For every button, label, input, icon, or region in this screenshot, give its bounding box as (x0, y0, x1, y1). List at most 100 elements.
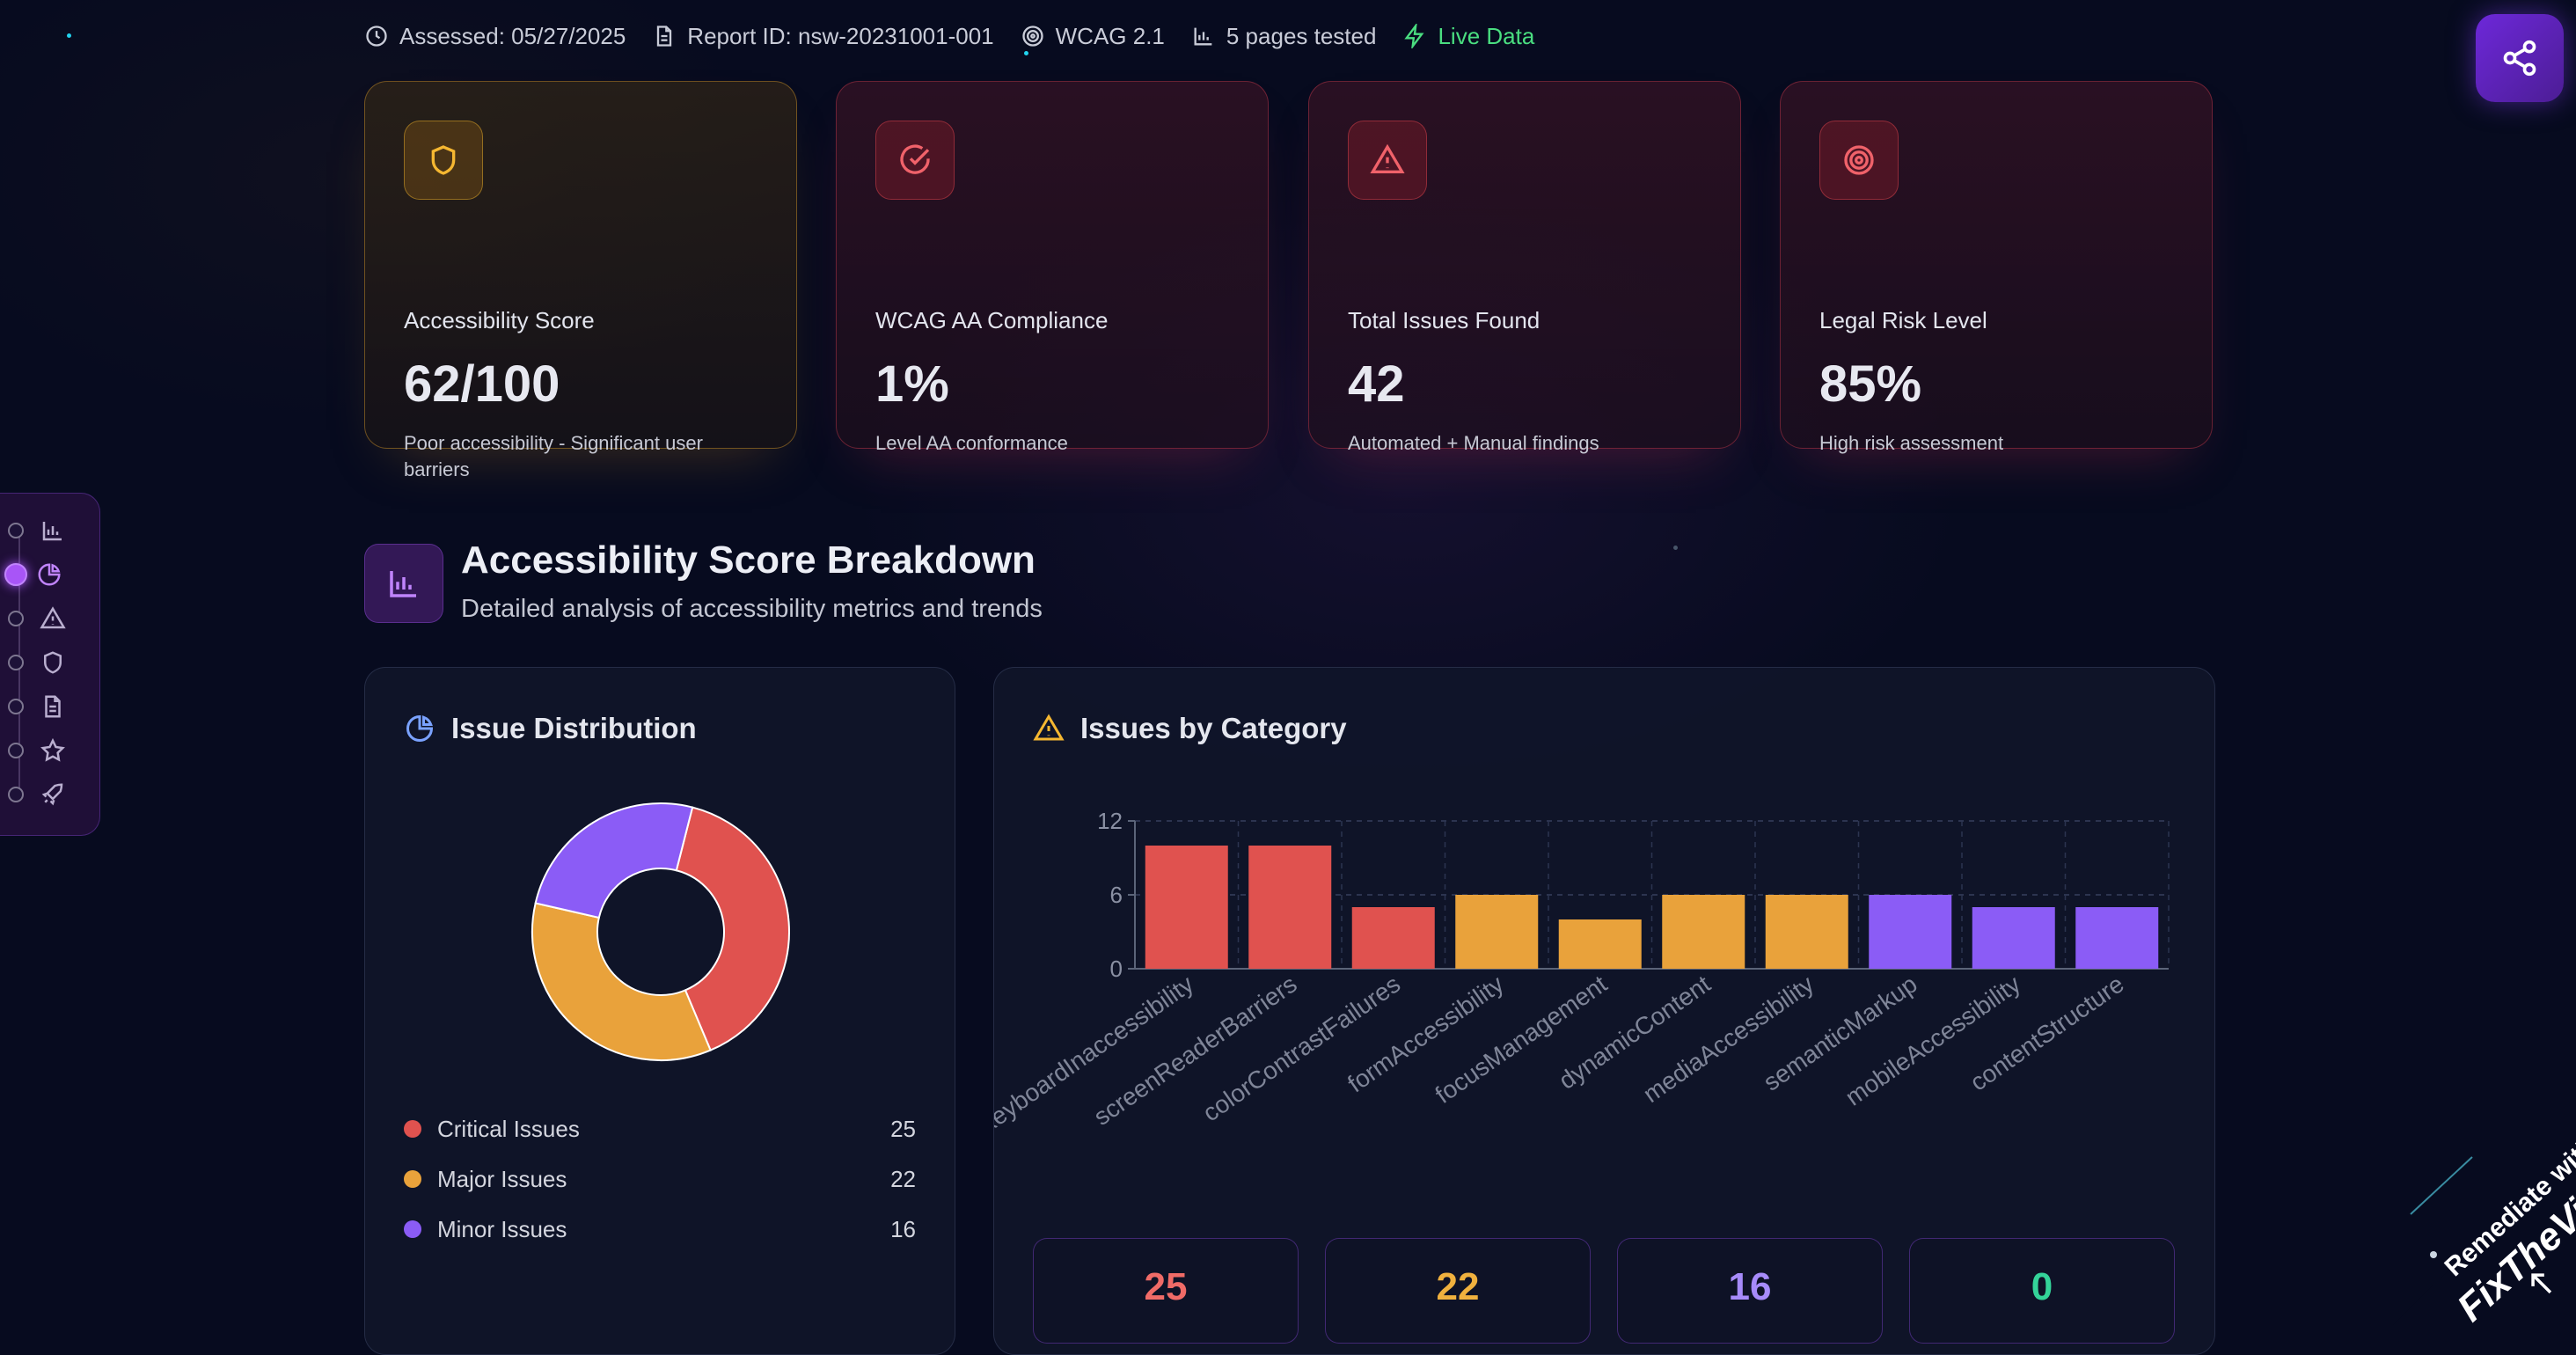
card-label: Legal Risk Level (1819, 307, 1987, 333)
bar-chart-icon (1194, 27, 1212, 46)
report-id: Report ID: nsw-20231001-001 (652, 23, 994, 50)
y-tick-label: 0 (1110, 956, 1123, 982)
legend-swatch (404, 1220, 421, 1238)
donut-slice (531, 902, 712, 1061)
target-icon (1021, 26, 1043, 47)
card-label: Accessibility Score (404, 307, 595, 333)
card-icon-box (875, 121, 955, 200)
card-subtext: Level AA conformance (875, 432, 1068, 454)
nav-dot (8, 743, 24, 758)
nav-item-launch[interactable] (8, 777, 87, 812)
bar-chart-icon (390, 571, 416, 597)
nav-item-breakdown[interactable] (4, 557, 87, 592)
warning-icon (1033, 714, 1065, 741)
y-tick-label: 6 (1110, 882, 1123, 908)
section-nav-sidebar (0, 493, 100, 836)
section-title: Accessibility Score Breakdown (461, 538, 1036, 582)
document-icon (657, 26, 672, 47)
accessibility-score-card: Accessibility Score 62/100 Poor accessib… (364, 81, 797, 480)
shield-icon (44, 651, 62, 674)
live-data-indicator: Live Data (1402, 23, 1534, 50)
nav-item-highlights[interactable] (8, 733, 87, 768)
legend-swatch (404, 1170, 421, 1188)
remediate-ribbon: Remediate with FixTheVibe (2393, 1131, 2576, 1325)
y-tick-label: 12 (1097, 808, 1123, 834)
stat-box-major: 22 (1325, 1238, 1591, 1344)
decor-dot (1673, 546, 1678, 550)
assessed-date: Assessed: 05/27/2025 (364, 23, 626, 50)
shield-icon (431, 145, 456, 175)
bar (1869, 895, 1952, 969)
nav-dot (8, 611, 24, 626)
nav-item-issues[interactable] (8, 601, 87, 636)
star-icon (40, 737, 65, 762)
legal-risk-card: Legal Risk Level 85% High risk assessmen… (1780, 81, 2213, 454)
bar (2075, 907, 2159, 969)
panel-title: Issue Distribution (404, 712, 697, 745)
bar (1765, 895, 1848, 969)
legend-swatch (404, 1120, 421, 1138)
share-button[interactable] (2476, 14, 2564, 102)
bar (1455, 895, 1539, 969)
share-icon (2503, 40, 2536, 77)
nav-dot (8, 523, 24, 538)
arrow-up-left-icon (2531, 1273, 2552, 1294)
bar (1351, 907, 1435, 969)
pages-tested: 5 pages tested (1191, 23, 1376, 50)
x-tick-label: mobileAccessibility (1841, 970, 2025, 1111)
remediate-badge[interactable]: Remediate with FixTheVibe (2340, 1109, 2576, 1325)
nav-item-overview[interactable] (8, 513, 87, 548)
panel-title: Issues by Category (1033, 712, 1347, 745)
clock-icon (366, 26, 387, 47)
legend-item-major: Major Issues 22 (404, 1161, 916, 1197)
card-icon-box (1819, 121, 1899, 200)
card-subtext: High risk assessment (1819, 432, 2004, 454)
nav-item-compliance[interactable] (8, 645, 87, 680)
nav-dot-active (4, 563, 27, 586)
donut-slice (534, 802, 694, 919)
card-value: 62/100 (404, 355, 560, 413)
decor-dot (67, 33, 71, 38)
nav-dot (8, 699, 24, 714)
bar (1662, 895, 1745, 969)
bar (1558, 919, 1642, 969)
report-meta-bar: Assessed: 05/27/2025 Report ID: nsw-2023… (364, 19, 1534, 53)
bar (1972, 907, 2055, 969)
card-subtext: Automated + Manual findings (1348, 432, 1599, 454)
stat-box-minor: 16 (1617, 1238, 1883, 1344)
decor-dot (1024, 51, 1028, 55)
stat-box-passed: 0 (1909, 1238, 2175, 1344)
x-tick-label: mediaAccessibility (1638, 970, 1819, 1109)
check-circle-icon (900, 144, 930, 174)
total-issues-card: Total Issues Found 42 Automated + Manual… (1308, 81, 1741, 454)
nav-dot (8, 787, 24, 802)
pie-chart-icon (406, 714, 434, 742)
card-label: WCAG AA Compliance (875, 307, 1109, 333)
issue-distribution-donut (531, 802, 790, 1061)
card-icon-box (404, 121, 483, 200)
nav-item-report[interactable] (8, 689, 87, 724)
bar (1145, 846, 1228, 969)
section-subtitle: Detailed analysis of accessibility metri… (461, 595, 1043, 623)
warning-icon (1370, 143, 1405, 173)
warning-icon (40, 606, 66, 629)
x-tick-label: colorContrastFailures (1197, 970, 1405, 1127)
target-icon (1844, 145, 1874, 175)
rocket-icon (41, 783, 63, 806)
bar-chart-icon (42, 522, 62, 541)
section-icon-box (364, 544, 443, 623)
card-value: 42 (1348, 355, 1405, 413)
document-icon (45, 695, 61, 718)
x-tick-label: focusManagement (1431, 970, 1613, 1109)
card-icon-box (1348, 121, 1427, 200)
card-subtext: Poor accessibility - Significant user ba… (404, 432, 703, 480)
stat-box-critical: 25 (1033, 1238, 1299, 1344)
issues-by-category-chart: 0612keyboardInaccessibilityscreenReaderB… (994, 808, 2170, 1138)
donut-slice (675, 806, 790, 1051)
nav-dot (8, 655, 24, 670)
legend-item-critical: Critical Issues 25 (404, 1111, 916, 1146)
card-label: Total Issues Found (1348, 307, 1540, 333)
issue-distribution-panel: Issue Distribution Critical Issues 25 Ma… (364, 667, 955, 1355)
lightning-icon (1404, 24, 1424, 48)
wcag-version: WCAG 2.1 (1021, 23, 1165, 50)
